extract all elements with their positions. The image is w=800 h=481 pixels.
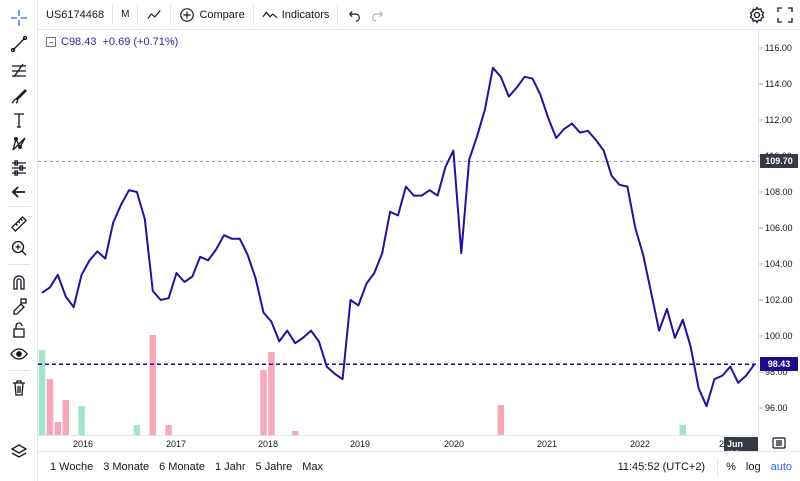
volume-bar-2 xyxy=(54,422,62,435)
zoom-in-icon[interactable] xyxy=(5,236,33,260)
undo-button[interactable] xyxy=(338,0,366,30)
volume-bar-5 xyxy=(133,425,141,435)
price-line xyxy=(41,66,755,408)
lock-drawing-icon[interactable] xyxy=(5,294,33,318)
range-5-years[interactable]: 5 Jahre xyxy=(255,460,293,473)
time-tick-5: 2021 xyxy=(537,439,557,449)
clock: 11:45:52 (UTC+2) xyxy=(617,461,706,473)
range-1-week[interactable]: 1 Woche xyxy=(50,460,94,473)
lock-icon[interactable] xyxy=(5,318,33,342)
symbol-search[interactable]: US6174468 xyxy=(38,0,112,30)
price-chart[interactable] xyxy=(38,30,758,435)
compare-button[interactable]: Compare xyxy=(171,0,252,30)
chart-type-button[interactable] xyxy=(138,0,170,30)
compare-label: Compare xyxy=(199,8,245,21)
volume-bar-8 xyxy=(260,370,267,435)
layers-icon[interactable] xyxy=(5,440,33,464)
price-tick-8: 100.00 xyxy=(765,331,793,341)
auto-scale-toggle[interactable]: auto xyxy=(770,461,792,473)
text-icon[interactable] xyxy=(5,108,33,132)
indicators-label: Indicators xyxy=(281,8,330,21)
axis-settings-icon[interactable] xyxy=(772,437,786,449)
price-tick-6: 104.00 xyxy=(765,259,793,269)
range-3-months[interactable]: 3 Monate xyxy=(103,460,150,473)
volume-bar-6 xyxy=(149,335,156,435)
redo-icon xyxy=(372,10,384,22)
legend-close-value: C98.43 xyxy=(61,36,97,48)
volume-bar-4 xyxy=(78,406,85,435)
symbol-label: US6174468 xyxy=(46,8,105,21)
hline-price-label: 109.70 xyxy=(760,154,798,169)
percent-scale-toggle[interactable]: % xyxy=(726,461,736,473)
fib-retracement-icon[interactable] xyxy=(5,58,33,82)
indicators-button[interactable]: Indicators xyxy=(254,0,338,30)
interval-button[interactable]: M xyxy=(113,0,137,30)
price-tick-9: 98.00 xyxy=(765,367,788,377)
magnet-icon[interactable] xyxy=(5,270,33,294)
indicators-icon xyxy=(262,10,278,18)
brush-icon[interactable] xyxy=(5,84,33,108)
bottom-bar: 1 Woche 3 Monate 6 Monate 1 Jahr 5 Jahre… xyxy=(38,451,800,481)
volume-bar-3 xyxy=(62,400,69,435)
price-tick-7: 102.00 xyxy=(765,295,793,305)
volume-bar-0 xyxy=(38,350,46,435)
trash-icon[interactable] xyxy=(5,376,33,400)
volume-bar-1 xyxy=(46,379,54,435)
time-tick-4: 2020 xyxy=(444,439,464,449)
line-chart-icon xyxy=(147,9,162,19)
last-price-label: 98.43 xyxy=(760,357,798,372)
price-tick-1: 114.00 xyxy=(765,79,792,89)
fullscreen-icon[interactable] xyxy=(776,6,794,24)
time-tick-1: 2017 xyxy=(166,439,186,449)
volume-bar-11 xyxy=(497,405,505,435)
time-tick-6: 2022 xyxy=(630,439,650,449)
ruler-icon[interactable] xyxy=(5,212,33,236)
price-tick-0: 116.00 xyxy=(765,43,792,53)
price-tick-2: 112.00 xyxy=(765,115,792,125)
drawing-toolbar xyxy=(0,0,38,481)
time-tick-2: 2018 xyxy=(258,439,278,449)
range-max[interactable]: Max xyxy=(302,460,324,473)
pattern-icon[interactable] xyxy=(5,132,33,156)
collapse-legend-icon[interactable] xyxy=(46,37,56,47)
settings-gear-icon[interactable] xyxy=(748,6,766,24)
back-arrow-icon[interactable] xyxy=(5,180,33,204)
eye-icon[interactable] xyxy=(5,342,33,366)
undo-icon xyxy=(349,10,361,22)
interval-label: M xyxy=(121,9,130,20)
series-legend: C98.43 +0.69 (+0.71%) xyxy=(46,34,178,50)
price-axis[interactable]: 116.00114.00112.00110.00108.00106.00104.… xyxy=(758,30,800,435)
price-tick-4: 108.00 xyxy=(765,187,793,197)
chart-pane[interactable]: C98.43 +0.69 (+0.71%) xyxy=(38,30,758,435)
plus-circle-icon xyxy=(180,7,195,22)
bottom-right-controls: 11:45:52 (UTC+2) % log auto xyxy=(618,452,800,481)
volume-bar-10 xyxy=(291,431,299,435)
legend-change-value: +0.69 (+0.71%) xyxy=(102,36,179,48)
forecast-icon[interactable] xyxy=(5,156,33,180)
crosshair-date-label: 01 Jun '23 xyxy=(724,429,758,459)
top-toolbar: US6174468 M Compare Indicators xyxy=(38,0,800,30)
range-6-months[interactable]: 6 Monate xyxy=(159,460,205,473)
volume-bar-9 xyxy=(268,352,275,435)
time-tick-3: 2019 xyxy=(350,439,370,449)
volume-bar-12 xyxy=(679,425,687,435)
price-tick-10: 96.00 xyxy=(765,403,788,413)
price-tick-5: 106.00 xyxy=(765,223,793,233)
redo-button[interactable] xyxy=(366,0,390,30)
range-1-year[interactable]: 1 Jahr xyxy=(214,460,246,473)
time-tick-0: 2016 xyxy=(73,439,93,449)
log-scale-toggle[interactable]: log xyxy=(745,461,761,473)
volume-bar-7 xyxy=(165,425,172,435)
crosshair-icon[interactable] xyxy=(5,6,33,30)
trend-line-icon[interactable] xyxy=(5,32,33,56)
time-axis[interactable]: 201620172018201920202021202220 01 Jun '2… xyxy=(38,429,758,459)
